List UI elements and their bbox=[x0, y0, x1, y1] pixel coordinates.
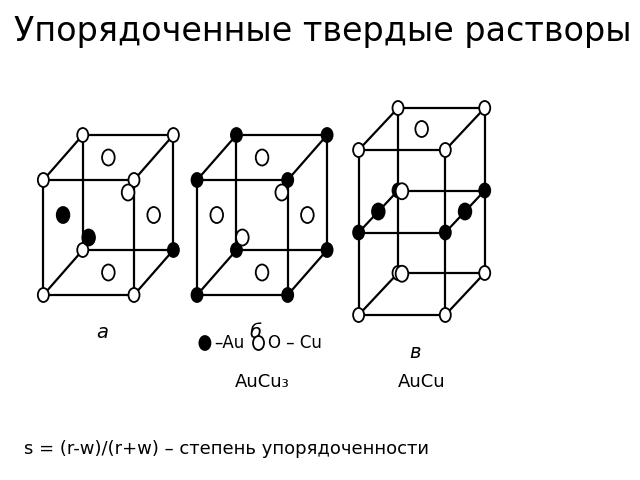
Circle shape bbox=[353, 226, 364, 240]
Circle shape bbox=[321, 128, 333, 142]
Circle shape bbox=[392, 101, 404, 115]
Circle shape bbox=[83, 229, 95, 245]
Circle shape bbox=[102, 149, 115, 166]
Circle shape bbox=[392, 266, 404, 280]
Circle shape bbox=[275, 184, 288, 201]
Text: Упорядоченные твердые растворы: Упорядоченные твердые растворы bbox=[14, 15, 632, 48]
Circle shape bbox=[396, 183, 408, 199]
Text: б: б bbox=[250, 323, 262, 342]
Circle shape bbox=[129, 288, 140, 302]
Circle shape bbox=[479, 266, 490, 280]
Circle shape bbox=[129, 173, 140, 187]
Circle shape bbox=[415, 121, 428, 137]
Circle shape bbox=[38, 173, 49, 187]
Circle shape bbox=[353, 143, 364, 157]
Text: AuCu: AuCu bbox=[398, 373, 445, 391]
Circle shape bbox=[256, 264, 268, 280]
Circle shape bbox=[122, 184, 134, 201]
Circle shape bbox=[168, 128, 179, 142]
Circle shape bbox=[236, 229, 249, 245]
Text: s = (r-w)/(r+w) – степень упорядоченности: s = (r-w)/(r+w) – степень упорядоченност… bbox=[24, 440, 429, 458]
Circle shape bbox=[282, 173, 293, 187]
Circle shape bbox=[479, 183, 490, 197]
Circle shape bbox=[231, 243, 242, 257]
Circle shape bbox=[396, 266, 408, 282]
Text: O – Cu: O – Cu bbox=[268, 334, 322, 352]
Circle shape bbox=[392, 183, 404, 197]
Text: в: в bbox=[410, 343, 421, 362]
Circle shape bbox=[168, 243, 179, 257]
Circle shape bbox=[211, 207, 223, 223]
Text: –Au: –Au bbox=[214, 334, 244, 352]
Circle shape bbox=[301, 207, 314, 223]
Circle shape bbox=[57, 207, 69, 223]
Circle shape bbox=[147, 207, 160, 223]
Text: AuCu₃: AuCu₃ bbox=[235, 373, 289, 391]
Circle shape bbox=[77, 243, 88, 257]
Circle shape bbox=[321, 243, 333, 257]
Circle shape bbox=[200, 336, 211, 350]
Circle shape bbox=[282, 288, 293, 302]
Circle shape bbox=[253, 336, 264, 350]
Text: а: а bbox=[96, 323, 108, 342]
Circle shape bbox=[440, 143, 451, 157]
Circle shape bbox=[353, 308, 364, 322]
Circle shape bbox=[77, 128, 88, 142]
Circle shape bbox=[440, 308, 451, 322]
Circle shape bbox=[459, 204, 471, 219]
Circle shape bbox=[372, 204, 385, 219]
Circle shape bbox=[479, 101, 490, 115]
Circle shape bbox=[102, 264, 115, 280]
Circle shape bbox=[256, 149, 268, 166]
Circle shape bbox=[440, 226, 451, 240]
Circle shape bbox=[191, 173, 202, 187]
Circle shape bbox=[38, 288, 49, 302]
Circle shape bbox=[231, 128, 242, 142]
Circle shape bbox=[191, 288, 202, 302]
